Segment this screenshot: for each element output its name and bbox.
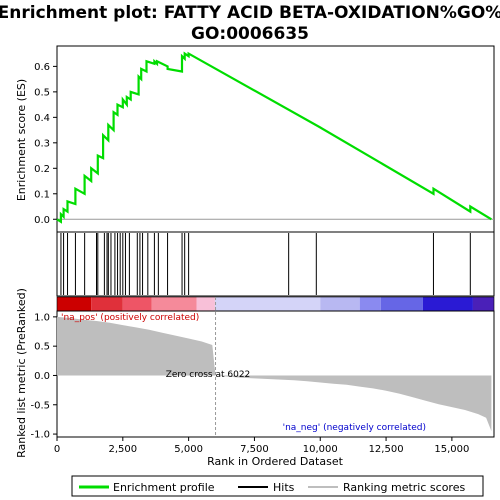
chart-title-line2: GO:0006635 bbox=[191, 24, 309, 44]
color-bar-segment bbox=[91, 297, 123, 311]
x-tick-label: 2,500 bbox=[108, 444, 137, 455]
color-bar-segment bbox=[196, 297, 215, 311]
x-tick-label: 10,000 bbox=[303, 444, 338, 455]
metric-y-tick-label: -1.0 bbox=[30, 430, 50, 441]
metric-y-axis-label: Ranked list metric (PreRanked) bbox=[15, 288, 28, 458]
legend-hits-label: Hits bbox=[273, 481, 295, 494]
x-tick-label: 7,500 bbox=[240, 444, 269, 455]
color-bar-segment bbox=[57, 297, 92, 311]
color-bar-segment bbox=[472, 297, 494, 311]
color-bar-segment bbox=[320, 297, 360, 311]
es-y-tick-label: 0.6 bbox=[34, 62, 50, 73]
es-y-tick-label: 0.0 bbox=[34, 215, 50, 226]
color-bar-segment bbox=[359, 297, 381, 311]
legend-profile-label: Enrichment profile bbox=[113, 481, 215, 494]
ranking-metric-area bbox=[57, 316, 492, 432]
es-y-tick-label: 0.3 bbox=[34, 138, 50, 149]
es-y-tick-label: 0.5 bbox=[34, 87, 50, 98]
es-y-tick-label: 0.1 bbox=[34, 189, 50, 200]
metric-y-tick-label: 0.0 bbox=[34, 371, 50, 382]
metric-y-tick-label: -0.5 bbox=[30, 400, 50, 411]
x-axis-label: Rank in Ordered Dataset bbox=[207, 455, 344, 468]
metric-y-tick-label: 0.5 bbox=[34, 342, 50, 353]
es-y-tick-label: 0.2 bbox=[34, 164, 50, 175]
color-bar-segment bbox=[122, 297, 152, 311]
color-bar-segment bbox=[380, 297, 423, 311]
x-tick-label: 5,000 bbox=[174, 444, 203, 455]
zero-cross-label: Zero cross at 6022 bbox=[166, 370, 251, 380]
legend-box bbox=[71, 475, 484, 497]
es-y-tick-label: 0.4 bbox=[34, 113, 50, 124]
hits-panel-frame bbox=[56, 231, 495, 297]
x-tick-label: 0 bbox=[54, 444, 60, 455]
color-bar-segment bbox=[214, 297, 321, 311]
color-bar-segment bbox=[151, 297, 197, 311]
enrichment-profile-line bbox=[56, 51, 492, 224]
chart-title-line1: Enrichment plot: FATTY ACID BETA-OXIDATI… bbox=[0, 3, 500, 23]
neg-correlated-label: 'na_neg' (negatively correlated) bbox=[283, 423, 426, 433]
x-tick-label: 15,000 bbox=[434, 444, 469, 455]
x-tick-label: 12,500 bbox=[369, 444, 404, 455]
es-panel-frame bbox=[56, 45, 495, 233]
pos-correlated-label: 'na_pos' (positively correlated) bbox=[61, 313, 199, 323]
es-y-axis-label: Enrichment score (ES) bbox=[15, 79, 28, 201]
legend-metric-label: Ranking metric scores bbox=[343, 481, 465, 494]
color-bar-segment bbox=[422, 297, 473, 311]
metric-y-tick-label: 1.0 bbox=[34, 312, 50, 323]
